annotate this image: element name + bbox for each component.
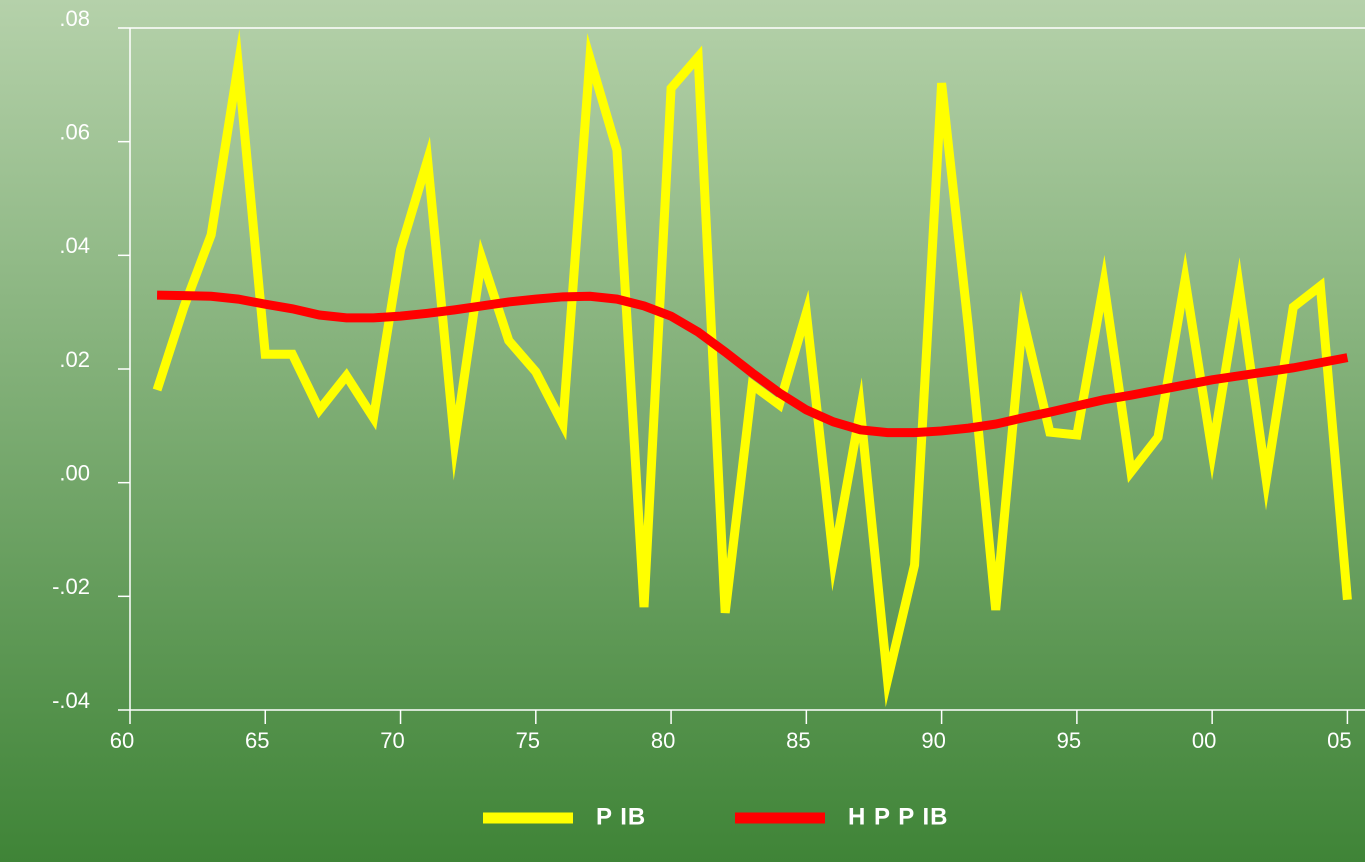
x-tick-label: 95: [1057, 728, 1081, 753]
y-tick-label: .06: [59, 119, 90, 144]
x-tick-label: 00: [1192, 728, 1216, 753]
line-series: [156, 290, 1349, 438]
y-tick-label: .02: [59, 347, 90, 372]
legend-label: H P P IB: [848, 803, 948, 830]
x-tick-label: 75: [516, 728, 540, 753]
x-tick-label: 80: [651, 728, 675, 753]
x-tick-label: 05: [1327, 728, 1351, 753]
legend-label: P IB: [596, 803, 646, 830]
y-tick-label: .04: [59, 233, 90, 258]
plot-area: [152, 29, 1352, 708]
y-tick-label: -.04: [52, 688, 90, 713]
line-series: [152, 29, 1352, 708]
y-tick-label: .00: [59, 460, 90, 485]
x-tick-label: 65: [245, 728, 269, 753]
x-tick-label: 60: [110, 728, 134, 753]
x-tick-label: 85: [786, 728, 810, 753]
x-tick-label: 90: [921, 728, 945, 753]
y-tick-label: -.02: [52, 574, 90, 599]
x-tick-label: 70: [380, 728, 404, 753]
y-tick-label: .08: [59, 6, 90, 31]
